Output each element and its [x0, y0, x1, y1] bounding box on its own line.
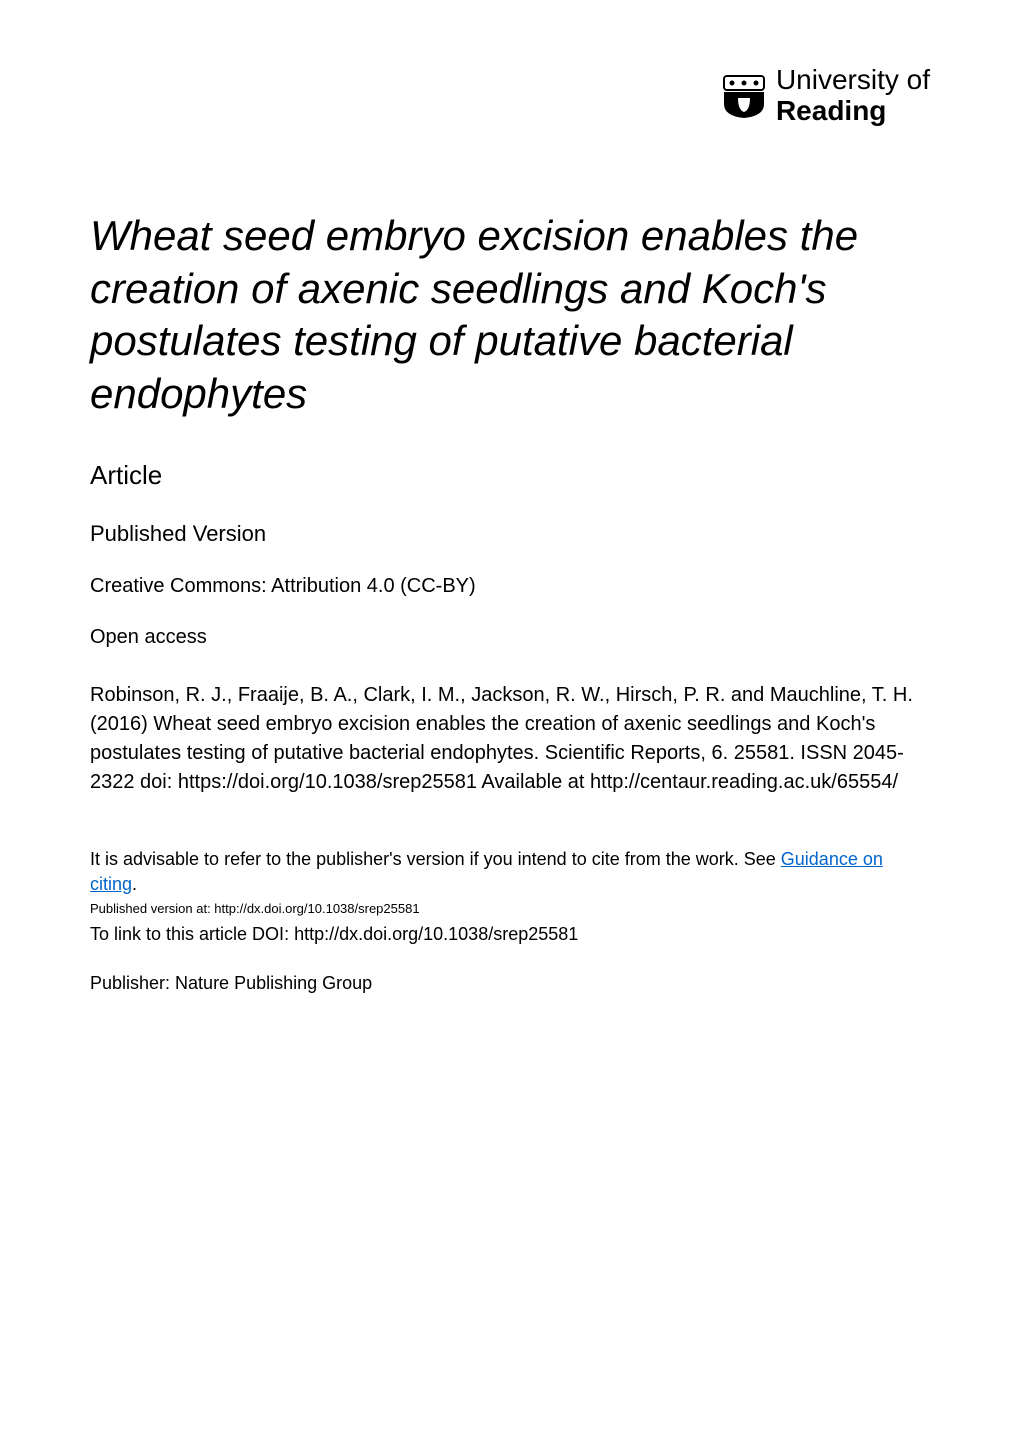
- advisory-after: .: [132, 874, 137, 894]
- license-label: Creative Commons: Attribution 4.0 (CC-BY…: [90, 575, 930, 598]
- logo-name: Reading: [776, 96, 930, 127]
- publisher-label: Publisher: Nature Publishing Group: [90, 973, 930, 994]
- citation-text: Robinson, R. J., Fraaije, B. A., Clark, …: [90, 681, 930, 797]
- access-label: Open access: [90, 626, 930, 649]
- logo-text: University of Reading: [776, 65, 930, 127]
- published-version-url: Published version at: http://dx.doi.org/…: [90, 901, 930, 916]
- document-title: Wheat seed embryo excision enables the c…: [90, 210, 930, 420]
- advisory-before: It is advisable to refer to the publishe…: [90, 849, 781, 869]
- version-label: Published Version: [90, 521, 930, 547]
- university-logo: University of Reading: [720, 65, 930, 127]
- advisory-text: It is advisable to refer to the publishe…: [90, 847, 930, 897]
- reading-shield-icon: [720, 72, 768, 120]
- article-type-label: Article: [90, 460, 930, 491]
- doi-link-text: To link to this article DOI: http://dx.d…: [90, 924, 930, 945]
- logo-university-line: University of: [776, 65, 930, 96]
